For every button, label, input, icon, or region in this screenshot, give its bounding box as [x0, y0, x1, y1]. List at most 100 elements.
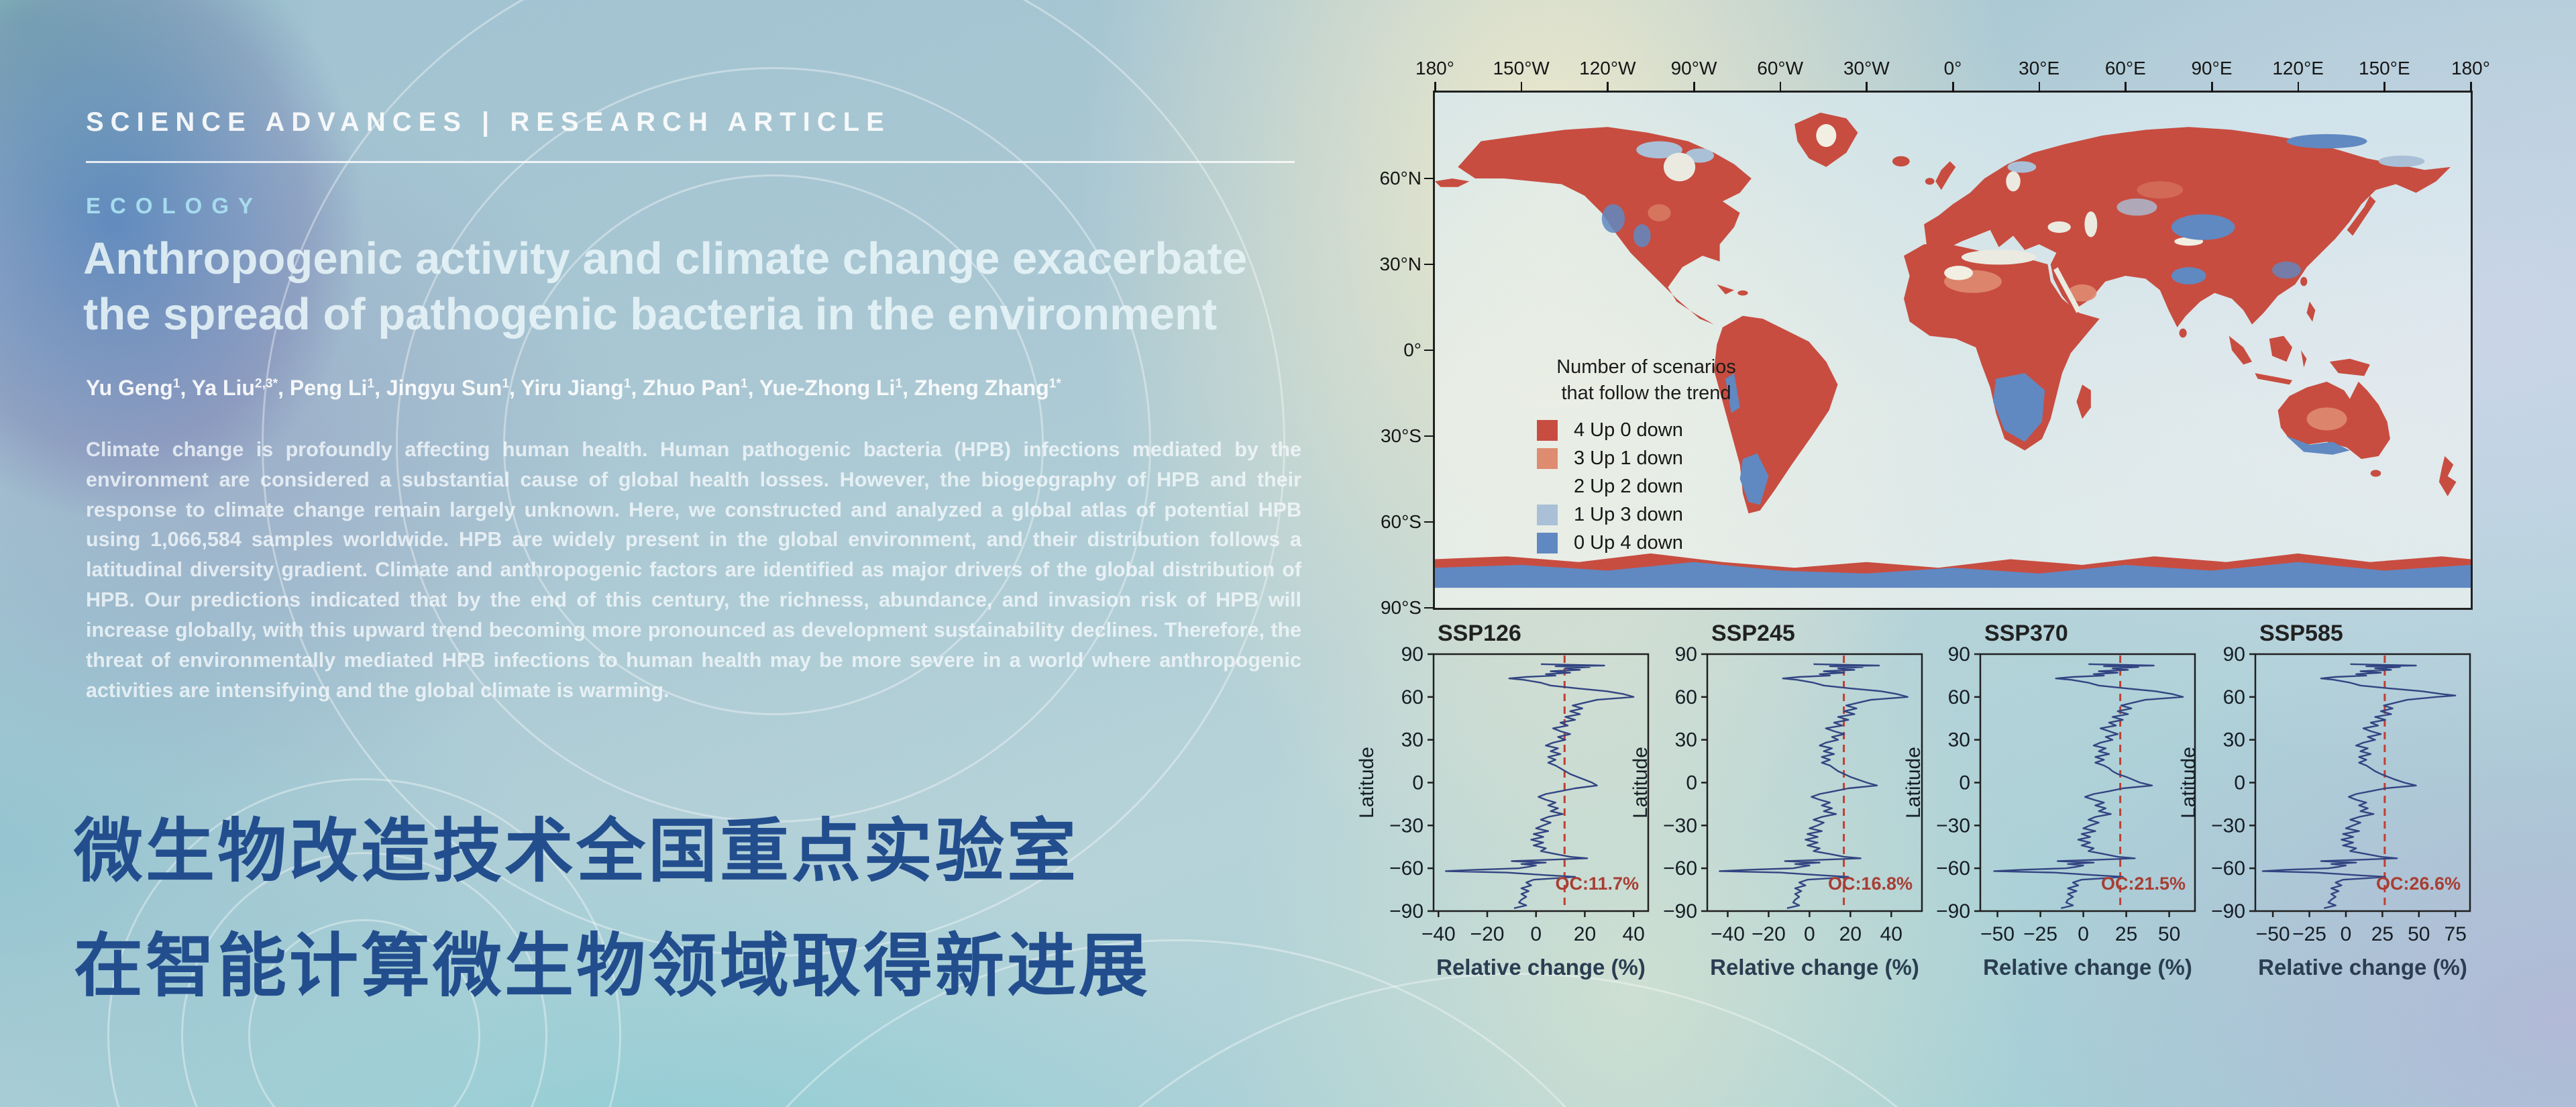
x-tick-label: 0	[1804, 923, 1815, 945]
y-axis-label: Latitude	[1902, 747, 1925, 819]
legend-item: 3 Up 1 down	[1537, 444, 1790, 472]
x-tick-label: 0	[2341, 923, 2352, 945]
author-affiliation-sup: 1	[623, 376, 631, 391]
chart-title: SSP585	[2259, 621, 2343, 646]
map-longitude-tick	[2038, 82, 2041, 93]
latitude-profile-line	[1719, 663, 1909, 909]
legend-item: 1 Up 3 down	[1537, 500, 1790, 529]
x-tick-label: 75	[2445, 923, 2467, 945]
x-tick-label: 20	[1839, 923, 1862, 945]
chart-ssp245: SSP245 90 60 30 0 −30 −60 −90 −40 −20 0 20 40 Latitud…	[1629, 621, 1923, 980]
legend-swatch	[1537, 504, 1558, 525]
journal-header: SCIENCE ADVANCES | RESEARCH ARTICLE	[86, 107, 891, 137]
author-name: Jingyu Sun	[386, 376, 502, 400]
x-tick-label: 25	[2115, 923, 2137, 945]
y-tick-label: −60	[1663, 857, 1697, 880]
x-tick-label: 0	[1530, 923, 1542, 945]
legend-label: 3 Up 1 down	[1574, 447, 1683, 469]
x-tick-label: 50	[2408, 923, 2430, 945]
x-axis-label: Relative change (%)	[1710, 955, 1919, 980]
x-tick-label: −20	[1470, 923, 1505, 945]
oc-value-label: OC:21.5%	[2101, 874, 2186, 894]
author-affiliation-sup: 1	[367, 376, 375, 391]
x-tick-label: −50	[2256, 923, 2290, 945]
map-legend: Number of scenarios that follow the tren…	[1502, 354, 1790, 557]
x-tick-label: −50	[1980, 923, 2015, 945]
map-longitude-tick	[1779, 82, 1782, 93]
author-affiliation-sup: 1	[895, 376, 903, 391]
map-latitude-label: 0°	[1403, 339, 1421, 360]
article-title: Anthropogenic activity and climate chang…	[83, 231, 1331, 342]
author-name: Yu Geng	[86, 376, 173, 400]
y-tick-label: 0	[2234, 772, 2245, 794]
x-tick-label: 20	[1574, 923, 1596, 945]
chart-ssp585: SSP585 90 60 30 0 −30 −60 −90 −50 −25 0 25 50 75 Latit…	[2178, 621, 2471, 980]
y-tick-label: 90	[2223, 643, 2245, 666]
world-map-panel: 180° 150°W 120°W 90°W 60°W 30°W 0° 30°E 60°E 90°E…	[1379, 58, 2490, 618]
latitude-profile-line	[1993, 663, 2184, 909]
map-latitude-label: 60°S	[1380, 511, 1421, 532]
y-tick-label: 30	[2223, 729, 2245, 751]
y-tick-label: −60	[1389, 857, 1424, 880]
x-tick-label: −40	[1711, 923, 1745, 945]
y-tick-label: 0	[1686, 772, 1697, 794]
map-longitude-tick	[1434, 82, 1436, 93]
y-tick-label: 30	[1675, 729, 1697, 751]
map-latitude-label: 30°N	[1379, 254, 1421, 274]
map-latitude-tick	[1424, 177, 1435, 180]
x-axis-label: Relative change (%)	[1436, 955, 1646, 980]
map-latitude-label: 60°N	[1379, 168, 1421, 189]
y-tick-label: −90	[1663, 900, 1697, 922]
author-affiliation-sup: 1	[502, 376, 509, 391]
chart-title: SSP370	[1984, 621, 2068, 646]
x-axis-label: Relative change (%)	[2258, 955, 2467, 980]
banner-cn-line1: 微生物改造技术全国重点实验室	[74, 814, 1079, 890]
article-category: ECOLOGY	[86, 193, 263, 218]
map-legend-title-line2: that follow the trend	[1561, 382, 1731, 405]
y-tick-label: 0	[1959, 772, 1970, 794]
y-tick-label: −30	[1663, 814, 1697, 837]
author-name: Peng Li	[289, 376, 368, 400]
author-name: Zheng Zhang	[914, 376, 1049, 400]
map-latitude-tick	[1424, 435, 1435, 437]
author-name: Ya Liu	[191, 376, 255, 400]
author-affiliation-sup: 1*	[1049, 376, 1061, 391]
legend-swatch	[1537, 532, 1558, 554]
map-longitude-tick	[2211, 82, 2213, 93]
map-longitude-tick	[1520, 82, 1523, 93]
y-tick-label: 60	[1675, 686, 1697, 708]
y-tick-label: 60	[2223, 686, 2245, 708]
legend-label: 0 Up 4 down	[1574, 531, 1683, 554]
author-name: Yue-Zhong Li	[759, 376, 896, 400]
y-axis-label: Latitude	[1356, 747, 1378, 819]
abstract-text: Climate change is profoundly affecting h…	[86, 438, 1301, 702]
map-longitude-tick	[2297, 82, 2300, 93]
y-tick-label: −90	[1936, 900, 1970, 922]
map-latitude-tick	[1424, 521, 1435, 523]
header-divider	[86, 161, 1295, 163]
latitude-profile-line	[1444, 663, 1635, 909]
y-tick-label: −60	[2211, 857, 2245, 880]
map-longitude-tick	[2470, 82, 2472, 93]
x-tick-label: −20	[1752, 923, 1786, 945]
x-tick-label: 40	[1880, 923, 1902, 945]
banner-cn-line2: 在智能计算微生物领域取得新进展	[74, 929, 1150, 1005]
author-name: Yiru Jiang	[521, 376, 624, 400]
y-tick-label: −90	[2211, 900, 2245, 922]
y-tick-label: −60	[1936, 857, 1970, 880]
legend-swatch	[1537, 419, 1558, 441]
legend-item: 4 Up 0 down	[1537, 416, 1790, 444]
legend-label: 1 Up 3 down	[1574, 503, 1683, 525]
map-latitude-tick	[1424, 349, 1435, 352]
y-tick-label: 30	[1401, 729, 1424, 751]
map-longitude-tick	[1607, 82, 1609, 93]
x-tick-label: −25	[2292, 923, 2326, 945]
map-longitude-tick	[2383, 82, 2385, 93]
legend-swatch	[1537, 447, 1558, 469]
article-title-line1: Anthropogenic activity and climate chang…	[83, 233, 1248, 284]
y-tick-label: −30	[2211, 814, 2245, 837]
x-tick-label: −40	[1421, 923, 1456, 945]
